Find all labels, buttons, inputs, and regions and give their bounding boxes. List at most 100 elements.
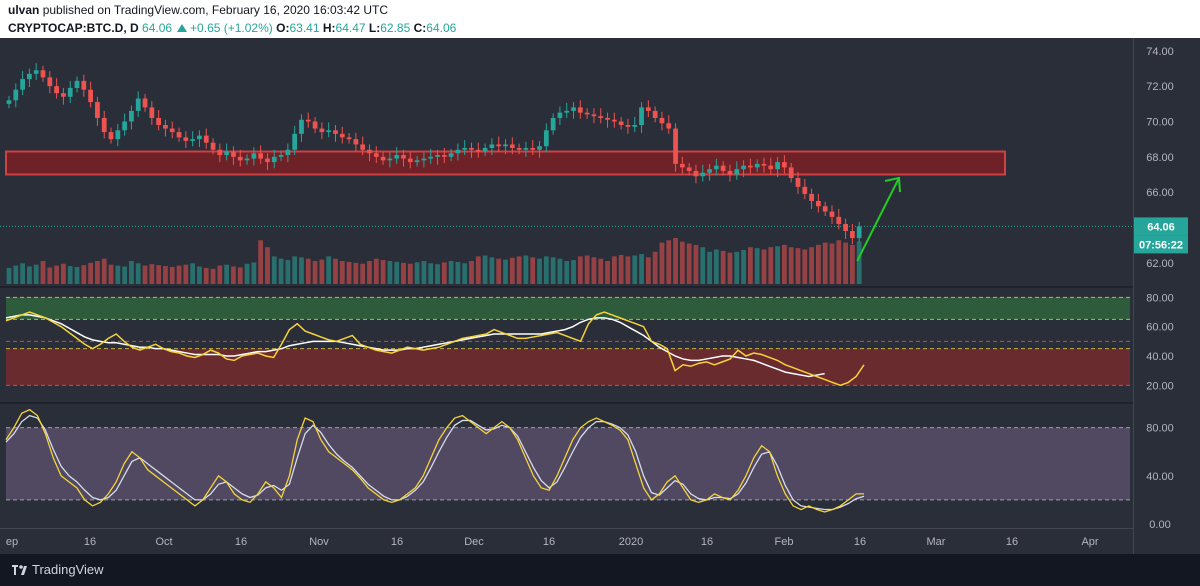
candle-body [509,144,515,148]
candle-body [237,156,243,161]
candle-body [720,165,726,171]
candle-body [679,163,685,168]
volume-bar [598,258,604,284]
candle-body [482,147,488,152]
volume-bar [639,254,644,284]
volume-bar [190,263,196,284]
volume-bar [333,258,338,284]
candle-body [693,170,699,177]
volume-bar [843,242,848,284]
volume-bar [788,247,794,284]
candle-body [27,73,32,80]
volume-bar [591,257,597,284]
candle-body [537,146,542,150]
symbol-name[interactable]: CRYPTOCAP:BTC.D, D [8,21,139,35]
resistance-zone [5,150,1006,176]
candle-body [224,151,230,156]
chart-area[interactable]: 74.0072.0070.0068.0066.0064.0062.0064.06… [0,38,1200,554]
candle-body [305,119,311,122]
tradingview-logo-icon[interactable] [12,563,28,577]
volume-bar [829,243,835,284]
volume-bar [768,247,774,284]
candle-body [373,153,379,157]
time-tick-label: Oct [155,536,172,548]
volume-bar [741,249,746,284]
volume-bar [394,261,400,284]
candle-body [741,165,746,170]
candle-body [503,144,508,147]
candle-body [462,147,468,150]
high-value: 64.47 [335,21,366,35]
candle-body [598,116,604,118]
volume-bar [584,255,590,284]
candle-body [802,186,808,194]
chart-canvas[interactable]: 74.0072.0070.0068.0066.0064.0062.0064.06… [0,38,1200,554]
volume-bar [339,261,345,284]
volume-bar [509,257,515,284]
volume-bar [816,244,821,284]
author-name[interactable]: ulvan [8,3,40,17]
time-tick-label: 16 [84,536,96,548]
stoch-tick-label: 80.00 [1146,423,1174,435]
candle-body [700,172,706,177]
candle-body [775,162,780,170]
volume-bar [754,248,760,284]
time-tick-label: Mar [927,536,946,548]
volume-bar [414,262,420,284]
volume-bar [149,264,155,284]
volume-bar [278,258,284,284]
candle-body [475,149,481,152]
volume-bar [129,261,134,284]
volume-bar [251,262,257,284]
volume-bar [387,261,393,284]
candle-body [346,137,352,140]
price-axis-line [1133,38,1134,554]
candle-body [339,133,345,138]
candle-body [713,165,719,170]
volume-bar [462,263,468,284]
volume-bar [203,267,209,284]
candle-body [727,170,733,175]
chart-header: ulvan published on TradingView.com, Febr… [0,0,1200,38]
stoch-tick-label: 0.00 [1149,519,1170,531]
candle-body [829,211,835,217]
candle-body [20,79,25,90]
candle-body [67,87,73,97]
time-tick-label: 2020 [619,536,643,548]
candle-body [251,153,257,159]
volume-bar [503,259,508,284]
volume-bar [67,266,73,284]
volume-bar [720,250,726,284]
volume-bar [224,264,230,284]
candle-body [530,147,536,150]
candle-body [414,160,420,163]
open-label: O: [276,21,290,35]
volume-bar [346,261,352,284]
candle-body [278,155,284,157]
annotation-arrow [856,177,900,262]
candle-body [421,158,427,161]
brand-name[interactable]: TradingView [32,562,104,577]
candle-body [632,125,638,127]
volume-bar [537,258,542,284]
volume-bar [564,261,570,284]
volume-bar [693,244,699,284]
volume-bar [135,263,141,284]
volume-bar [258,240,264,284]
candle-body [285,149,291,156]
volume-bar [115,265,121,284]
candle-body [40,70,46,78]
volume-bar [441,262,447,284]
candle-body [95,102,100,118]
time-tick-label: 16 [235,536,247,548]
volume-bar [605,261,610,284]
candle-body [686,167,692,171]
candle-body [666,123,672,129]
candle-body [754,163,760,168]
candle-body [516,147,522,150]
last-value: 64.06 [142,21,173,35]
up-arrow-icon [177,24,188,32]
candle-body [489,144,495,148]
candle-body [312,121,318,129]
volume-bar [265,247,270,284]
